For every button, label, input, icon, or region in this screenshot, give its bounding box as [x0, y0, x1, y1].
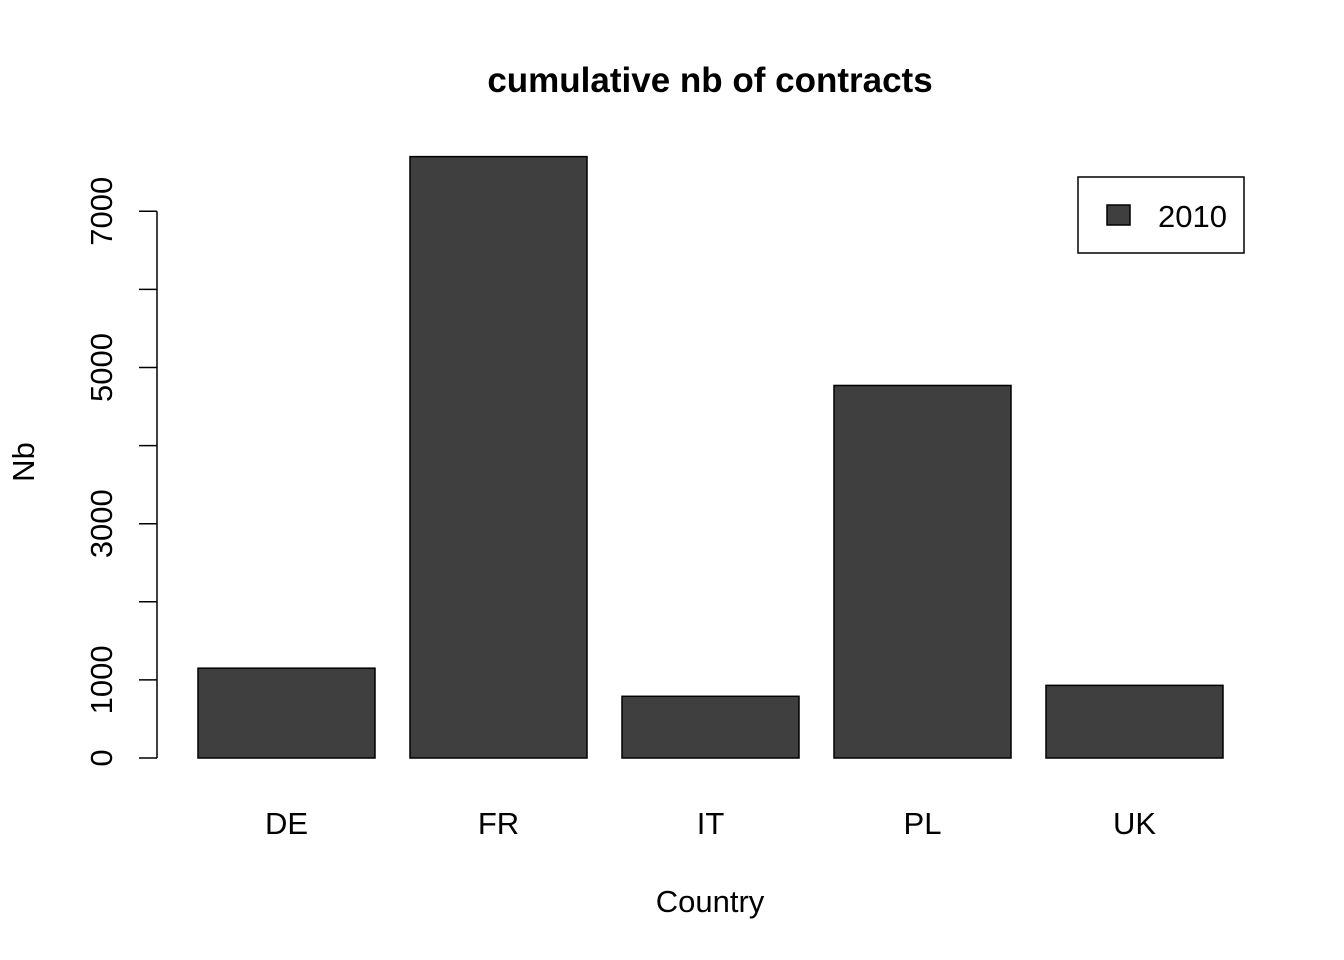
x-axis-label: Country — [656, 884, 765, 919]
y-axis: 0 1000 3000 5000 7000 — [84, 177, 158, 767]
y-tick-label: 3000 — [84, 489, 119, 558]
bar-it — [621, 695, 800, 759]
bar-de — [197, 667, 376, 759]
chart-title: cumulative nb of contracts — [487, 61, 932, 100]
x-tick-label-de: DE — [265, 806, 308, 841]
legend-swatch — [1106, 204, 1131, 226]
y-tick-label: 1000 — [84, 645, 119, 714]
bar-fr — [409, 155, 588, 759]
y-axis-label: Nb — [6, 442, 41, 482]
legend: 2010 — [1077, 176, 1245, 254]
y-tick-label: 0 — [84, 749, 119, 766]
legend-box — [1077, 176, 1245, 254]
x-tick-label-fr: FR — [478, 806, 519, 841]
x-tick-label-it: IT — [697, 806, 725, 841]
y-tick-label: 7000 — [84, 177, 119, 246]
legend-label: 2010 — [1158, 199, 1227, 234]
bars-group — [197, 155, 1224, 759]
x-tick-label-uk: UK — [1113, 806, 1156, 841]
x-tick-label-pl: PL — [904, 806, 942, 841]
bar-uk — [1045, 684, 1224, 759]
bar-pl — [833, 384, 1012, 759]
x-tick-labels: DE FR IT PL UK — [265, 806, 1156, 841]
y-tick-label: 5000 — [84, 333, 119, 402]
